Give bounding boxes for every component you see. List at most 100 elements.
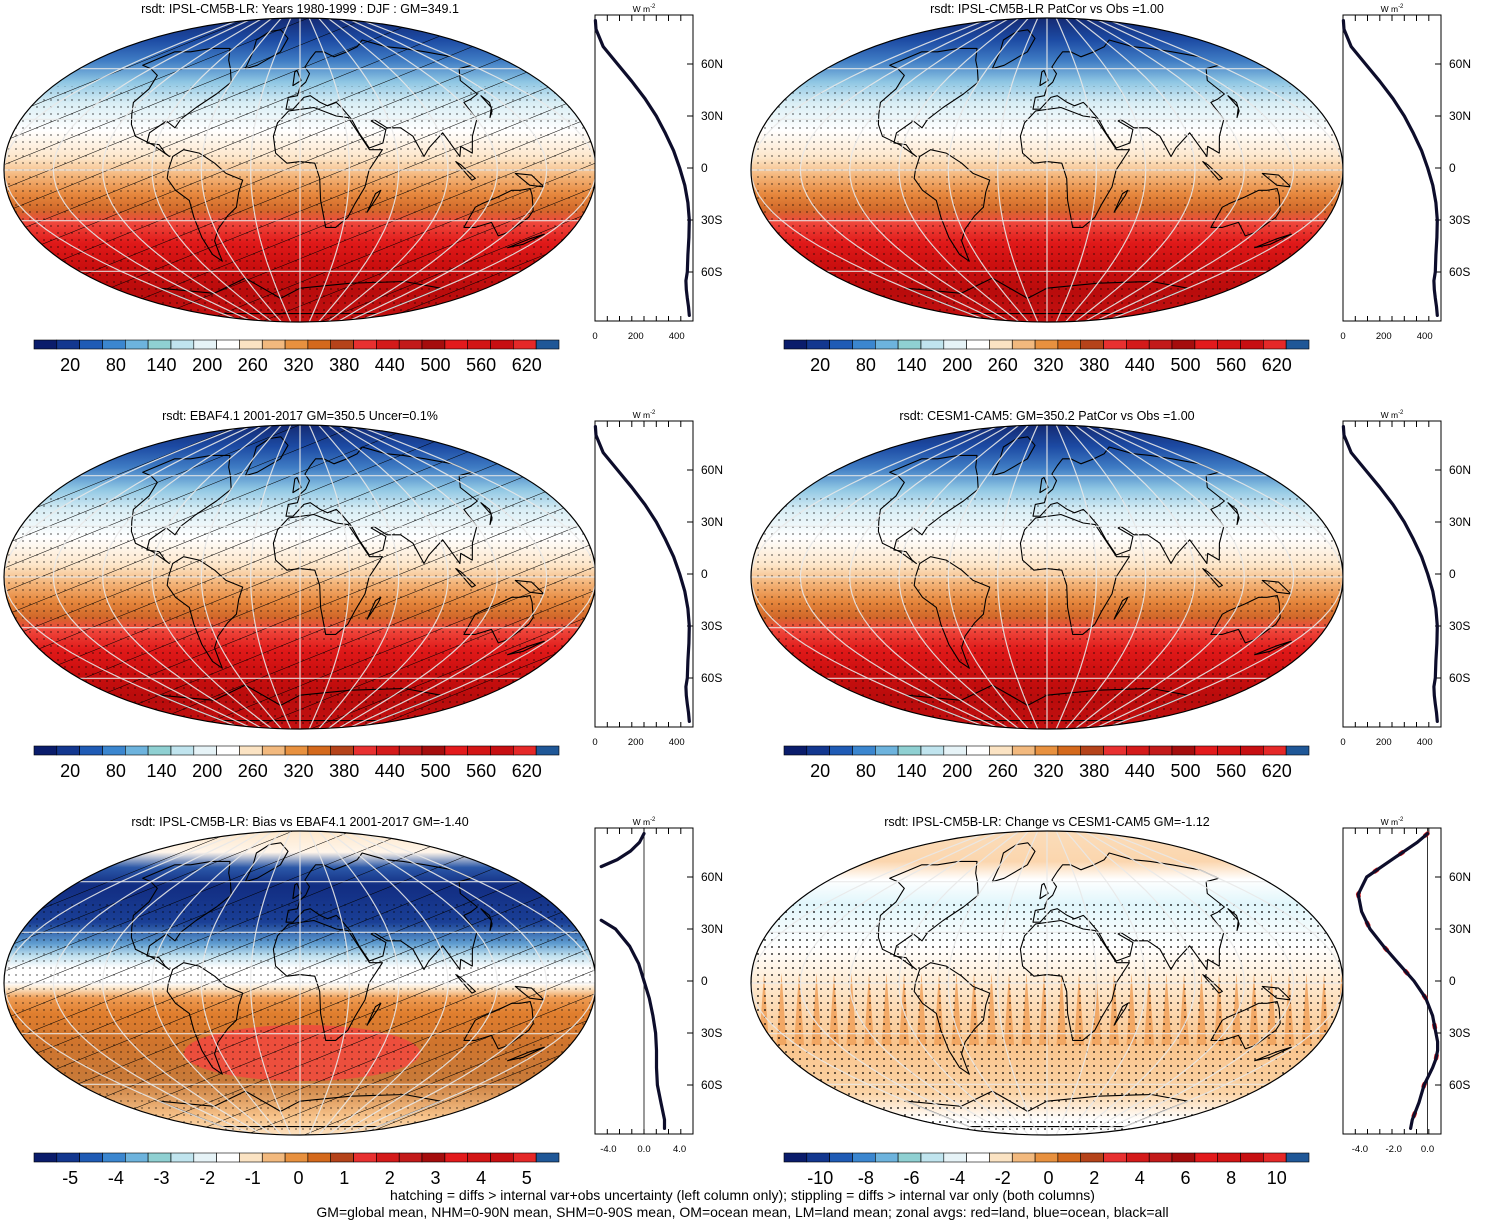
colorbar-swatch (239, 339, 263, 350)
colorbar-swatch (1263, 339, 1287, 350)
colorbar-swatch (966, 339, 990, 350)
colorbar-label: 440 (375, 355, 405, 375)
map-title: rsdt: IPSL-CM5B-LR PatCor vs Obs =1.00 (930, 2, 1164, 16)
zonal-panel: W m-2 -4.0 0.0 4.0 60N 30N 0 30S 60S (594, 817, 723, 1155)
colorbar-swatch (1148, 1152, 1173, 1163)
zonal-mean-curve (593, 19, 691, 317)
colorbar-label: 4 (476, 1168, 486, 1188)
colorbar-swatch (1057, 745, 1082, 756)
zonal-panel: W m-2 0 200 400 60N 30N 0 30S 60S (1340, 410, 1471, 748)
colorbar-label: 1 (339, 1168, 349, 1188)
zonal-x-tick-label: 400 (1417, 737, 1433, 748)
zonal-x-tick-label: 0 (592, 737, 597, 748)
colorbar-swatch (829, 339, 853, 350)
zonal-lat-label: 0 (1449, 161, 1456, 175)
colorbar-swatch (512, 1152, 537, 1163)
colorbar-swatch (490, 339, 514, 350)
colorbar-swatch (102, 339, 126, 350)
colorbar-label: 80 (106, 761, 126, 781)
colorbar-swatch (102, 1152, 126, 1163)
colorbar-label: -4 (108, 1168, 124, 1188)
map-field (4, 425, 596, 729)
colorbar-swatch (806, 745, 830, 756)
colorbar-swatch (829, 1152, 853, 1163)
colorbar-swatch (874, 745, 899, 756)
colorbar-swatch (398, 339, 423, 350)
colorbar-swatch (79, 1152, 103, 1163)
colorbar-swatch (1194, 745, 1219, 756)
colorbar-swatch (1126, 339, 1150, 350)
footer-line-1: hatching = diffs > internal var+obs unce… (390, 1187, 1095, 1203)
colorbar-label: -4 (949, 1168, 965, 1188)
colorbar-label: 620 (512, 355, 542, 375)
colorbar-swatch (467, 745, 491, 756)
colorbar-swatch (193, 1152, 217, 1163)
graticule (4, 425, 596, 729)
zonal-lat-label: 60S (701, 671, 722, 685)
colorbar-swatch (1148, 745, 1173, 756)
map-field (751, 18, 1343, 322)
colorbar-swatch (33, 339, 58, 350)
panel-2: rsdt: IPSL-CM5B-LR PatCor vs Obs =1.00 20… (750, 2, 1471, 375)
colorbar-swatch (783, 1152, 808, 1163)
zonal-unit: W m-2 (1381, 4, 1404, 14)
colorbar-swatch (1103, 339, 1127, 350)
colorbar-swatch (125, 1152, 149, 1163)
map-field (4, 18, 596, 322)
colorbar-swatch (874, 339, 899, 350)
zonal-lat-label: 0 (701, 567, 708, 581)
graticule (751, 18, 1343, 322)
colorbar-swatch (1080, 745, 1104, 756)
colorbar-swatch (284, 745, 309, 756)
colorbar-swatch (170, 1152, 195, 1163)
colorbar-label: -2 (995, 1168, 1011, 1188)
zonal-lat-label: 30S (1449, 213, 1470, 227)
zonal-x-tick-label: 0 (1340, 737, 1345, 748)
colorbar-swatch (1126, 1152, 1150, 1163)
colorbar-label: 560 (1216, 355, 1246, 375)
colorbar-swatch (216, 339, 240, 350)
zonal-lat-label: 60S (1449, 265, 1470, 279)
zonal-lat-label: 30N (1449, 109, 1471, 123)
zonal-x-tick-label: 200 (628, 331, 644, 342)
colorbar-swatch (1034, 1152, 1059, 1163)
colorbar-swatch (829, 745, 853, 756)
zonal-lat-label: 60S (701, 1078, 722, 1092)
colorbar-swatch (1285, 1152, 1310, 1163)
zonal-x-tick-label: 0.0 (637, 1144, 650, 1155)
colorbar-swatch (79, 339, 103, 350)
map-field (4, 831, 596, 1135)
colorbar-swatch (284, 1152, 309, 1163)
zonal-lat-label: 0 (701, 161, 708, 175)
colorbar-swatch (216, 1152, 240, 1163)
colorbar-label: 320 (1033, 761, 1063, 781)
panel-6: rsdt: IPSL-CM5B-LR: Change vs CESM1-CAM5… (750, 815, 1471, 1188)
colorbar-swatch (943, 1152, 967, 1163)
colorbar-label: -2 (199, 1168, 215, 1188)
colorbar-swatch (353, 1152, 377, 1163)
colorbar-swatch (920, 1152, 945, 1163)
colorbar-label: 20 (60, 761, 80, 781)
colorbar-label: -8 (858, 1168, 874, 1188)
zonal-lat-label: 60N (1449, 870, 1471, 884)
colorbar-label: 8 (1226, 1168, 1236, 1188)
colorbar-swatch (421, 745, 446, 756)
colorbar-label: 20 (60, 355, 80, 375)
colorbar-swatch (490, 745, 514, 756)
map-title: rsdt: CESM1-CAM5: GM=350.2 PatCor vs Obs… (899, 409, 1194, 423)
colorbar-swatch (353, 745, 377, 756)
zonal-lat-label: 60S (701, 265, 722, 279)
colorbar-swatch (966, 1152, 990, 1163)
colorbar-swatch (1080, 339, 1104, 350)
zonal-frame (1342, 827, 1442, 1135)
zonal-unit: W m-2 (633, 410, 656, 420)
colorbar-label: 260 (238, 355, 268, 375)
zonal-lat-label: 30N (1449, 515, 1471, 529)
zonal-lat-label: 30N (1449, 922, 1471, 936)
colorbar-swatch (1126, 745, 1150, 756)
zonal-x-tick-label: 400 (669, 737, 685, 748)
zonal-unit: W m-2 (633, 817, 656, 827)
colorbar-swatch (966, 745, 990, 756)
colorbar-swatch (1171, 745, 1196, 756)
